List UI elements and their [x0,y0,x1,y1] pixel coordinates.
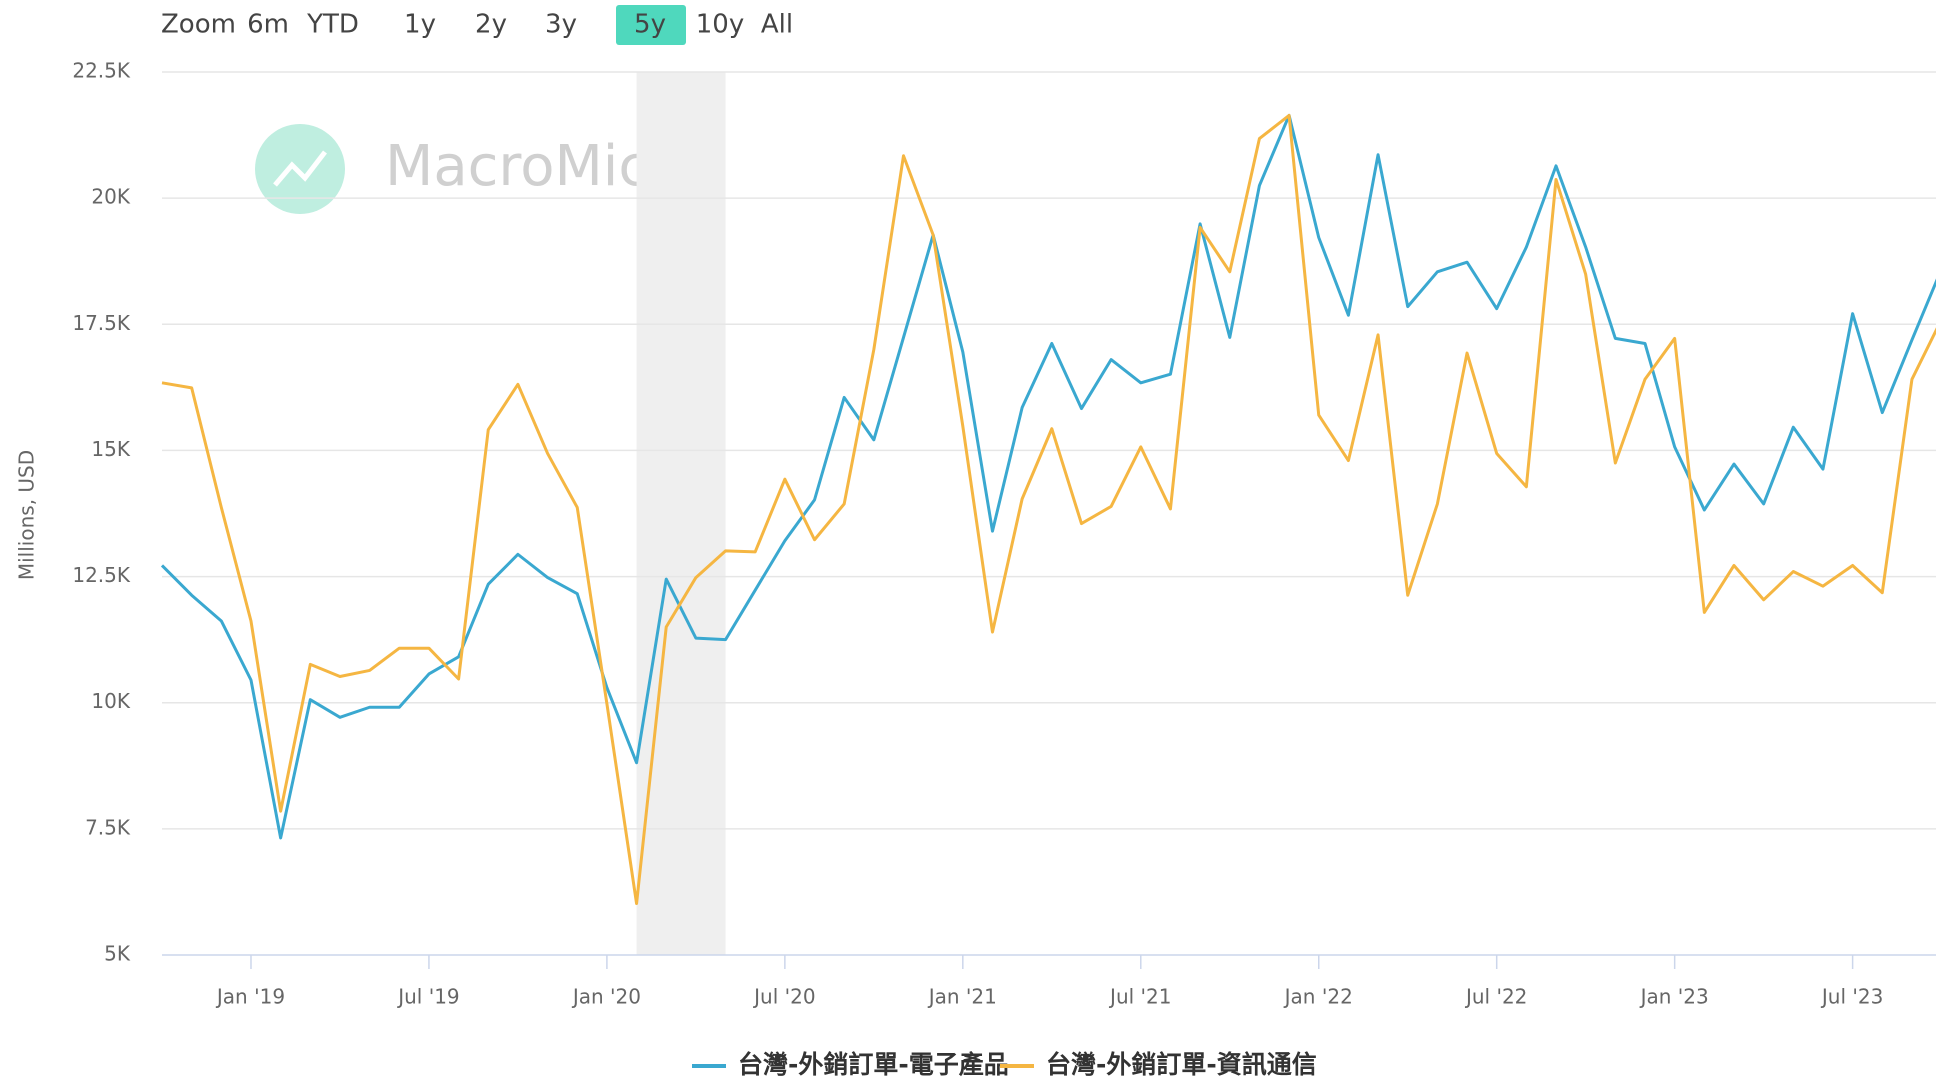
zoom-button[interactable]: 3y [545,10,577,40]
x-tick-label: Jul '19 [396,985,459,1009]
y-tick-label: 22.5K [72,59,131,83]
x-tick-label: Jan '19 [215,985,285,1009]
x-tick-label: Jan '23 [1639,985,1709,1009]
series-line [161,113,1936,906]
watermark-logo [255,124,345,214]
plot-area [160,113,1936,906]
x-tick-label: Jul '20 [752,985,815,1009]
y-tick-label: 15K [91,437,130,461]
x-tick-label: Jul '21 [1108,985,1171,1009]
zoom-button[interactable]: YTD [306,10,359,40]
zoom-button[interactable]: 2y [475,10,507,40]
y-tick-label: 20K [91,185,130,209]
zoom-button[interactable]: 5y [634,10,666,40]
zoom-button[interactable]: All [761,10,793,40]
zoom-button[interactable]: 1y [404,10,436,40]
zoom-label: Zoom [161,10,236,40]
y-tick-label: 5K [104,942,131,966]
zoom-button[interactable]: 6m [247,10,289,40]
zoom-button[interactable]: 10y [696,10,744,40]
y-tick-label: 10K [91,689,130,713]
x-tick-label: Jul '23 [1820,985,1883,1009]
zoom-button-bg [616,5,686,45]
legend-label[interactable]: 台灣-外銷訂單-資訊通信 [1046,1050,1317,1079]
x-tick-label: Jan '22 [1283,985,1353,1009]
y-tick-label: 7.5K [85,815,131,839]
x-tick-label: Jan '21 [927,985,997,1009]
legend-label[interactable]: 台灣-外銷訂單-電子產品 [738,1050,1009,1079]
series-line [160,113,1936,840]
shaded-range [636,72,726,955]
y-tick-label: 17.5K [72,311,131,335]
y-tick-label: 12.5K [72,563,131,587]
watermark-icon [273,150,327,187]
x-tick-label: Jul '22 [1464,985,1527,1009]
x-tick-label: Jan '20 [571,985,641,1009]
y-axis-label: Millions, USD [15,450,39,580]
